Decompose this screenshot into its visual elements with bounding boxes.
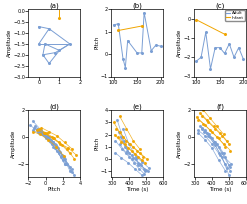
Title: (f): (f)	[216, 104, 224, 110]
Y-axis label: Amplitude: Amplitude	[177, 29, 182, 57]
X-axis label: Time (s): Time (s)	[209, 187, 231, 192]
X-axis label: Time (s): Time (s)	[126, 187, 148, 192]
Y-axis label: Pitch: Pitch	[94, 36, 99, 49]
Y-axis label: Amplitude: Amplitude	[7, 29, 12, 57]
X-axis label: Pitch: Pitch	[48, 187, 61, 192]
Y-axis label: Amplitude: Amplitude	[177, 130, 182, 158]
Legend: Adult, Infant: Adult, Infant	[225, 10, 245, 21]
Y-axis label: Pitch: Pitch	[94, 137, 99, 150]
Title: (e): (e)	[132, 104, 142, 110]
Title: (a): (a)	[49, 3, 59, 9]
Title: (d): (d)	[49, 104, 59, 110]
Title: (c): (c)	[215, 3, 225, 9]
Y-axis label: Amplitude: Amplitude	[11, 130, 16, 158]
Title: (b): (b)	[132, 3, 142, 9]
